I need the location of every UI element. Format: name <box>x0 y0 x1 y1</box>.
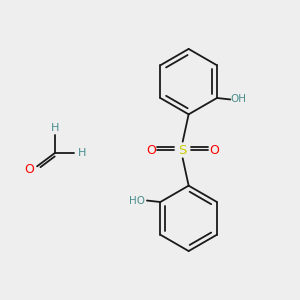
Text: H: H <box>51 123 59 133</box>
Text: O: O <box>210 143 219 157</box>
Text: S: S <box>178 143 187 157</box>
Text: HO: HO <box>129 196 145 206</box>
Text: H: H <box>77 148 86 158</box>
Text: O: O <box>25 163 34 176</box>
Text: O: O <box>146 143 156 157</box>
Text: OH: OH <box>230 94 246 104</box>
